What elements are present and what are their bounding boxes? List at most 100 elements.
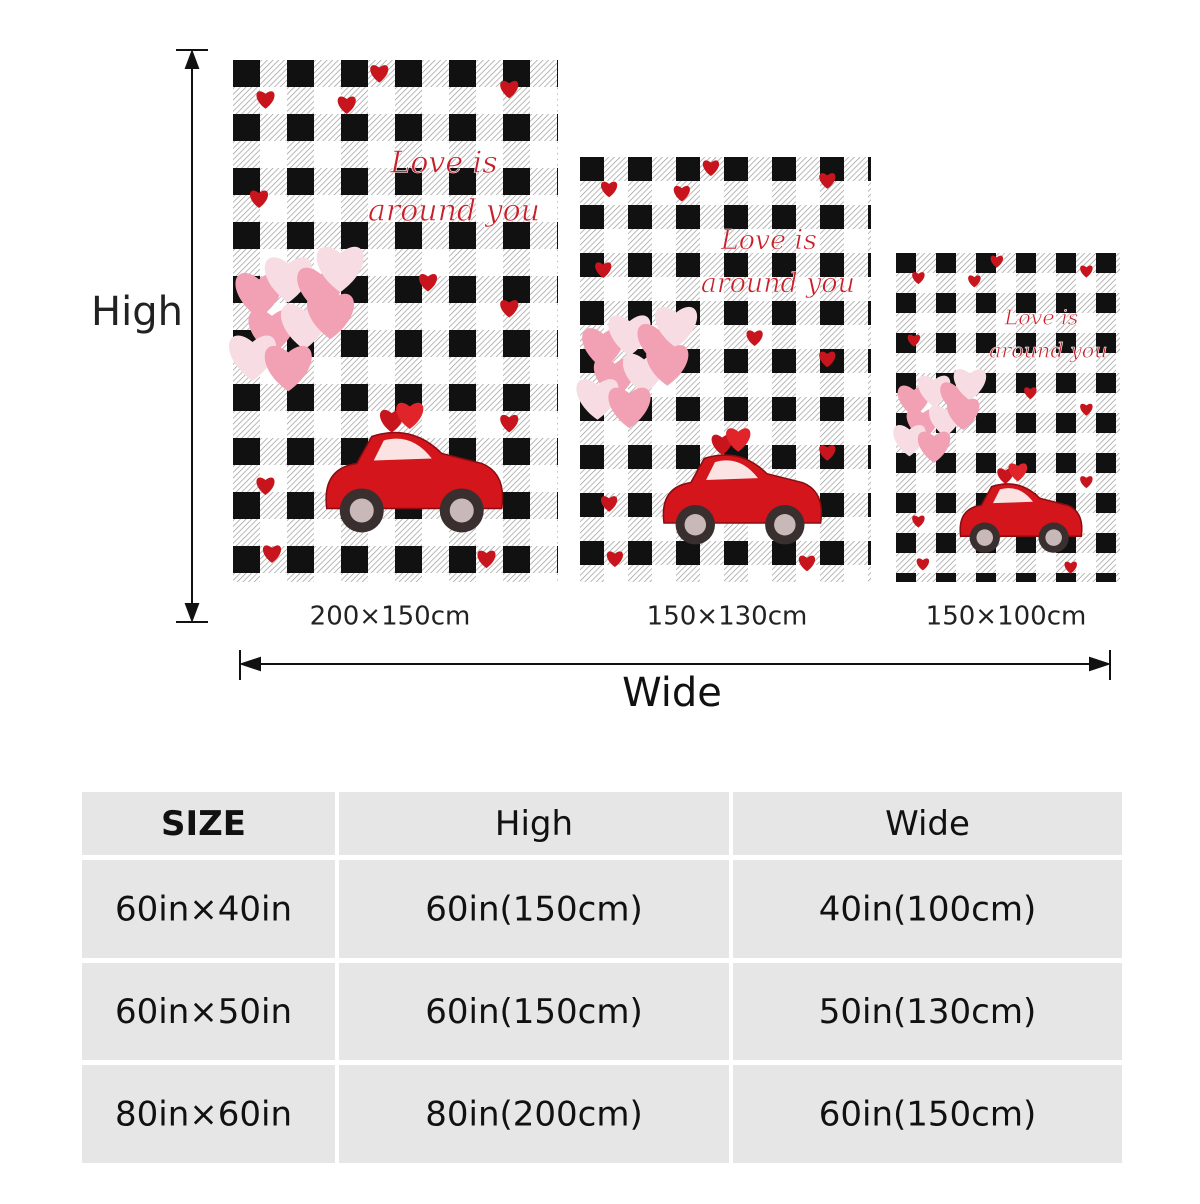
- blanket-text: around you: [701, 268, 855, 299]
- table-cell: [82, 1065, 335, 1163]
- heart: [916, 558, 930, 571]
- table-cell: [82, 792, 335, 855]
- height-arrow: [176, 49, 208, 623]
- width-arrow: [238, 650, 1112, 680]
- heart: [819, 445, 836, 461]
- table-cell-text: 60in×50in: [115, 992, 292, 1032]
- car-hub: [976, 529, 994, 546]
- table-cell: [82, 860, 335, 958]
- blankets: Love is around you 200×150cm Love is around …: [228, 60, 1120, 632]
- heart: [379, 409, 404, 433]
- heart: [500, 414, 519, 433]
- heart: [264, 345, 312, 392]
- table-header-text: SIZE: [161, 804, 246, 844]
- table-cell-text: 50in(130cm): [819, 992, 1037, 1032]
- heart: [726, 428, 751, 452]
- table-cell-text: 60in(150cm): [425, 992, 643, 1032]
- car-hub: [449, 498, 474, 523]
- heart: [1080, 403, 1093, 416]
- table-cell: [82, 963, 335, 1060]
- heart: [907, 334, 921, 347]
- heart: [600, 181, 618, 198]
- heart: [228, 335, 277, 381]
- heart: [608, 315, 651, 357]
- heart: [477, 550, 496, 569]
- table-cell: [733, 860, 1122, 958]
- heart: [1024, 387, 1037, 400]
- blanket: Love is around you 200×150cm: [228, 60, 558, 632]
- heart: [256, 91, 275, 109]
- heart: [798, 555, 816, 572]
- table-cell-text: 80in×60in: [115, 1095, 292, 1135]
- heart: [316, 246, 364, 293]
- heart: [600, 496, 618, 512]
- table-header-text: Wide: [885, 804, 970, 844]
- table-cell: [339, 1065, 729, 1163]
- table-cell-text: 60in×40in: [115, 890, 292, 930]
- heart: [595, 262, 612, 279]
- heart: [249, 190, 269, 208]
- size-label: 150×130cm: [647, 602, 808, 632]
- table-cell: [733, 792, 1122, 855]
- car-window: [373, 438, 432, 461]
- car-hub: [684, 514, 707, 536]
- table-cell: [339, 963, 729, 1060]
- table-cell-text: 80in(200cm): [425, 1095, 643, 1135]
- table-cell: [339, 792, 729, 855]
- heart: [953, 369, 987, 401]
- heart: [500, 300, 519, 318]
- heart: [654, 306, 698, 348]
- heart: [576, 379, 619, 420]
- heart: [917, 431, 951, 463]
- car-window: [993, 488, 1033, 504]
- heart: [997, 468, 1014, 484]
- car-hub: [1045, 529, 1062, 546]
- heart: [912, 515, 925, 528]
- heart: [306, 293, 355, 340]
- heart: [946, 398, 980, 431]
- width-label: Wide: [622, 670, 722, 716]
- heart: [917, 375, 951, 408]
- table-cell: [733, 963, 1122, 1060]
- size-label: 150×100cm: [926, 602, 1087, 632]
- heart: [606, 551, 624, 568]
- car-hub: [349, 498, 374, 523]
- heart: [990, 255, 1004, 268]
- table-header-text: High: [495, 804, 573, 844]
- table-cell-text: 60in(150cm): [819, 1095, 1037, 1135]
- heart: [418, 273, 438, 292]
- heart: [819, 173, 836, 189]
- heart: [256, 477, 275, 496]
- table-cell: [733, 1065, 1122, 1163]
- blanket-text: Love is: [389, 145, 497, 180]
- heart: [912, 272, 925, 285]
- heart: [711, 434, 733, 455]
- heart: [608, 387, 651, 429]
- heart: [1080, 476, 1093, 489]
- table-cell-text: 40in(100cm): [819, 890, 1037, 930]
- blanket-text: Love is: [1004, 305, 1079, 329]
- blanket: Love is around you 150×100cm: [893, 253, 1120, 632]
- blanket-text: around you: [368, 193, 540, 228]
- heart: [1008, 463, 1028, 482]
- heart: [968, 275, 981, 288]
- heart: [370, 65, 389, 83]
- size-label: 200×150cm: [310, 602, 471, 632]
- heart: [893, 425, 926, 457]
- heart: [746, 330, 763, 347]
- heart: [337, 96, 356, 114]
- height-label: High: [91, 289, 183, 335]
- heart: [646, 345, 689, 386]
- blanket-text: Love is: [720, 225, 817, 256]
- size-table: SIZE High Wide 60in×40in 60in(150cm) 40in(100…: [82, 792, 1122, 1163]
- heart: [500, 80, 519, 99]
- table-cell-text: 60in(150cm): [425, 890, 643, 930]
- table-cell: [339, 860, 729, 958]
- car-hub: [774, 514, 796, 536]
- car-window: [706, 460, 758, 480]
- blanket-text: around you: [989, 338, 1107, 362]
- heart: [819, 351, 836, 368]
- heart: [264, 257, 312, 303]
